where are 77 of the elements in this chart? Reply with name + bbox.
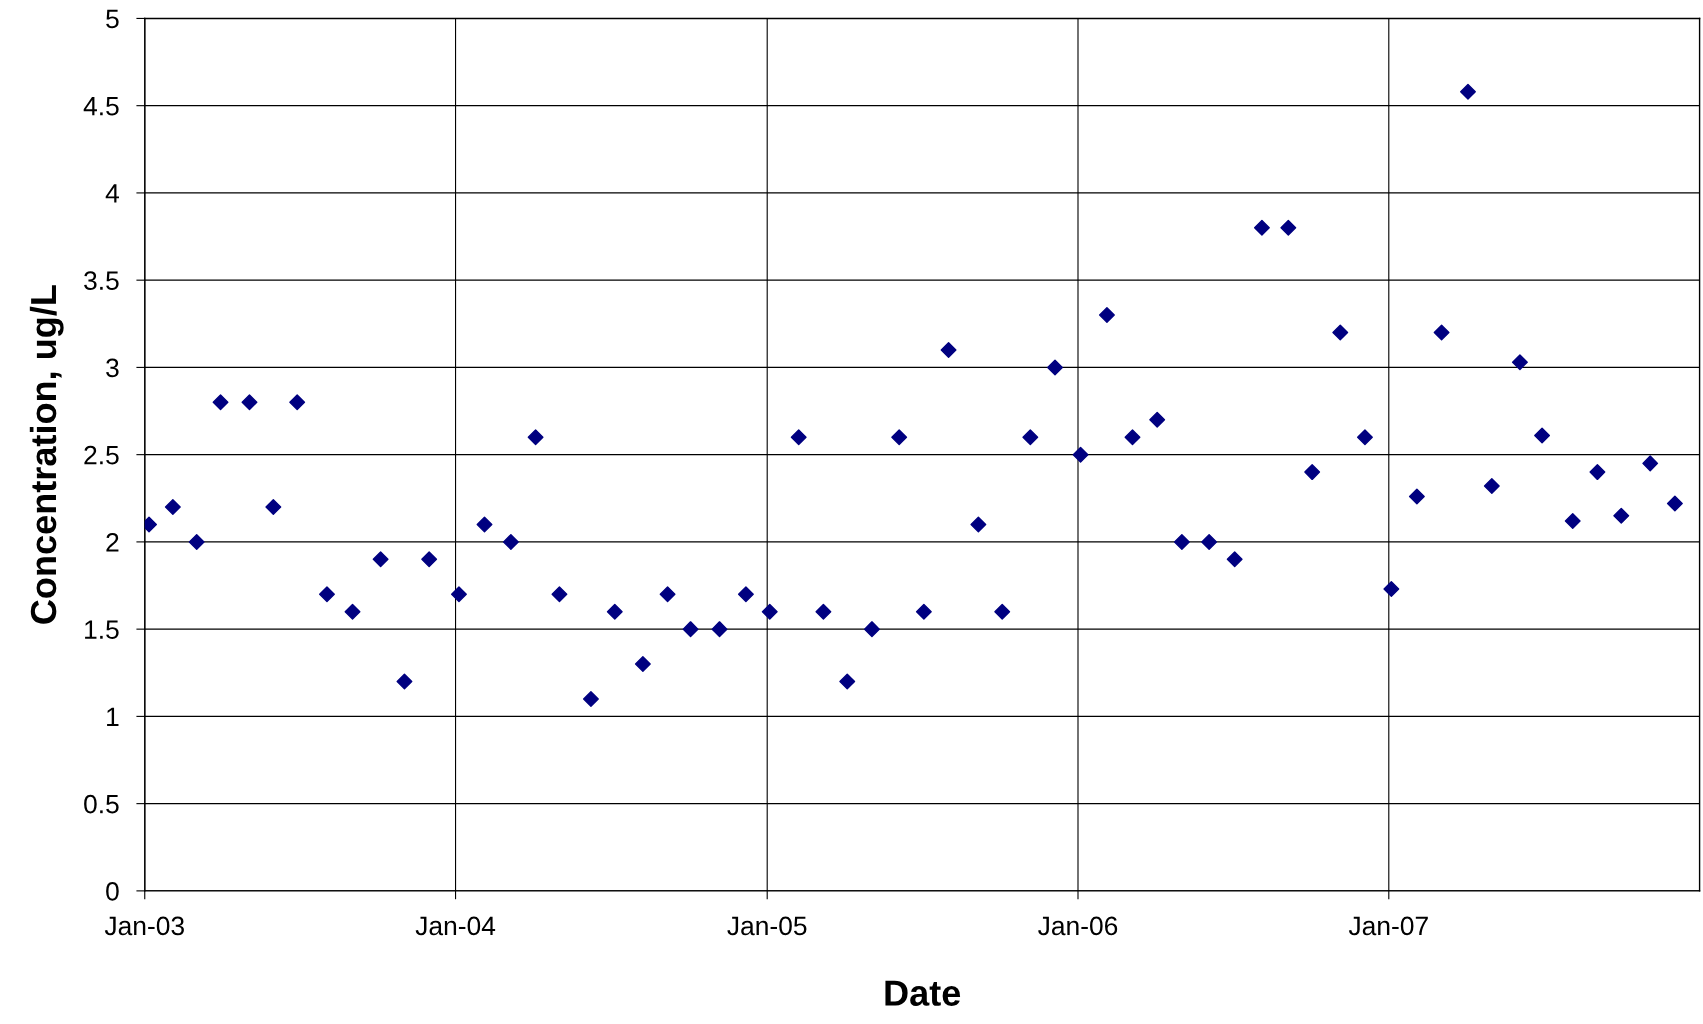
point (1201, 533, 1218, 550)
y-tick-label: 1.5 (85, 620, 119, 639)
point (1149, 411, 1166, 428)
point (502, 533, 519, 550)
y-tick-label: 3 (106, 358, 119, 378)
point (188, 533, 205, 550)
point (344, 603, 361, 620)
point (1280, 219, 1297, 236)
point (1226, 551, 1243, 568)
point (396, 673, 413, 690)
point (1383, 581, 1400, 597)
y-tick-label: 4.5 (83, 97, 119, 116)
point (1433, 324, 1450, 341)
x-tick-label: Jan-06 (1038, 916, 1118, 936)
point (476, 516, 493, 533)
point (761, 603, 778, 620)
point (1589, 464, 1606, 481)
point (1304, 464, 1321, 481)
point (994, 603, 1011, 620)
y-tick-label: 0 (106, 882, 119, 901)
point (1356, 429, 1373, 446)
point (1483, 478, 1500, 495)
point (450, 586, 467, 603)
point (1666, 495, 1683, 512)
point (527, 429, 544, 446)
point (815, 603, 832, 620)
x-tick-label: Jan-07 (1348, 916, 1428, 936)
y-tick-label: 2.5 (84, 445, 119, 465)
point (606, 603, 623, 620)
point (372, 551, 389, 568)
point (1511, 354, 1528, 371)
point (1408, 488, 1425, 505)
point (551, 586, 568, 603)
point (790, 429, 807, 446)
point (1534, 427, 1551, 444)
y-tick-label: 3.5 (84, 271, 119, 290)
point (839, 673, 856, 690)
y-tick-label: 5 (106, 9, 119, 29)
point (1098, 307, 1115, 324)
point (940, 341, 957, 358)
point (1072, 446, 1089, 463)
x-tick-label: Jan-03 (104, 916, 184, 936)
point (1460, 83, 1476, 100)
point (863, 621, 880, 638)
point (212, 394, 229, 411)
point (737, 586, 754, 603)
y-axis-title: Concentration, ug/L (29, 285, 64, 624)
y-tick-label: 2 (106, 533, 119, 552)
point (1253, 219, 1270, 236)
point (1642, 455, 1659, 472)
point (421, 551, 438, 568)
point (1613, 507, 1630, 524)
point (1564, 512, 1581, 529)
point (634, 656, 651, 673)
point (682, 621, 699, 638)
point (241, 394, 258, 411)
point (1124, 429, 1141, 446)
point (1022, 429, 1039, 446)
point (891, 429, 908, 446)
point (318, 586, 335, 603)
point (289, 394, 306, 411)
point (1173, 533, 1190, 550)
point (265, 499, 282, 515)
point (970, 516, 987, 533)
x-tick-label: Jan-04 (415, 916, 496, 936)
y-tick-label: 1 (107, 707, 119, 726)
x-tick-label: Jan-05 (727, 916, 807, 936)
point (1332, 324, 1349, 341)
point (915, 603, 932, 620)
point (659, 586, 676, 603)
point (164, 499, 181, 515)
y-tick-label: 0.5 (84, 794, 119, 814)
point (582, 690, 599, 707)
y-tick-label: 4 (105, 184, 119, 203)
point (1047, 359, 1063, 376)
x-axis-title: Date (885, 980, 961, 1006)
point (711, 621, 728, 638)
